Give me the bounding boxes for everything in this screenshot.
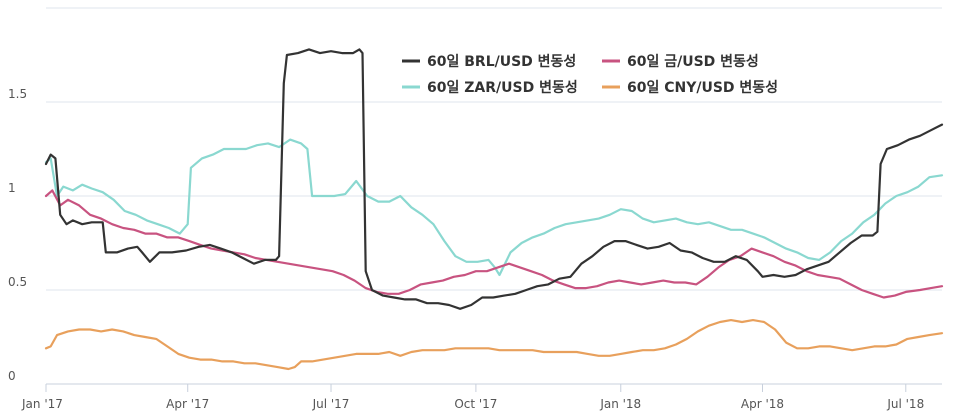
legend-label: 60일 CNY/USD 변동성 [627,80,778,96]
legend-label: 60일 금/USD 변동성 [627,54,759,70]
legend-label: 60일 BRL/USD 변동성 [427,54,576,70]
x-tick-label: Jan '18 [599,397,641,411]
x-tick-label: Apr '17 [166,397,209,411]
axes: 0 0.5 1 1.5 Jan '17 Apr '17 Jul '17 Oct '17 Jan … [8,87,942,411]
x-tick-label: Oct '17 [454,397,497,411]
series-line-1 [44,189,944,299]
legend: 60일 BRL/USD 변동성 60일 금/USD 변동성 60일 ZAR/USD … [402,54,778,96]
series-line-2 [44,138,944,277]
gridlines [46,7,942,291]
x-tick-label: Apr '18 [741,397,784,411]
series-line-3 [44,319,944,371]
y-tick-label: 0 [8,369,16,383]
y-tick-label: 1 [8,181,16,195]
y-tick-label: 1.5 [8,87,27,101]
x-tick-label: Jul '18 [886,397,924,411]
x-tick-label: Jul '17 [312,397,350,411]
y-tick-label: 0.5 [8,275,27,289]
series-lines [44,48,944,371]
legend-label: 60일 ZAR/USD 변동성 [427,80,578,96]
series-line-0 [44,48,944,310]
x-tick-label: Jan '17 [21,397,63,411]
